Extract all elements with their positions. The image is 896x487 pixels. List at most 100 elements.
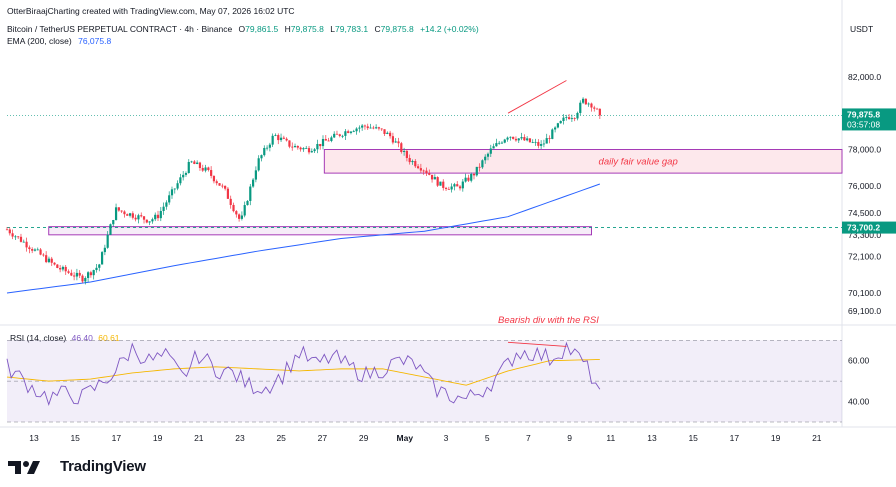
ema-legend: EMA (200, close) 76,075.8 <box>7 36 111 46</box>
candle-body <box>229 198 232 205</box>
candle-body <box>22 241 25 243</box>
candle-body <box>251 179 255 187</box>
candle-body <box>19 236 23 242</box>
rsi-line <box>6 341 601 406</box>
candle-body <box>372 127 375 129</box>
candle-body <box>520 137 523 139</box>
candle-body <box>436 177 439 186</box>
candle-body <box>81 275 84 282</box>
candle-body <box>235 211 238 215</box>
candle-body <box>433 177 436 180</box>
candle-body <box>366 126 369 129</box>
price-tick-label: 72,100.0 <box>848 252 881 262</box>
ema-label: EMA (200, close) <box>7 36 72 46</box>
candle-body <box>268 144 271 148</box>
candle-body <box>573 118 576 119</box>
candle-body <box>103 247 106 253</box>
candle-body <box>221 185 224 187</box>
candle-body <box>159 210 162 219</box>
ohlc-low: L79,783.1 <box>330 24 369 34</box>
price-tick-label: 73,300.0 <box>848 230 881 240</box>
last-price-badge <box>842 108 896 131</box>
candle-body <box>428 173 431 175</box>
candle-body <box>422 170 425 172</box>
candle-body <box>416 166 420 169</box>
candle-body <box>243 205 246 216</box>
candle-body <box>481 160 484 168</box>
candle-body <box>207 167 210 171</box>
candle-body <box>556 123 560 128</box>
time-tick-label: 27 <box>318 433 328 443</box>
candle-body <box>355 128 358 132</box>
candle-body <box>254 170 257 180</box>
candle-body <box>154 214 157 220</box>
candle-body <box>363 125 367 127</box>
candle-body <box>442 181 445 188</box>
candle-body <box>17 236 20 238</box>
candle-body <box>492 146 495 149</box>
candle-body <box>305 148 308 149</box>
candle-body <box>265 147 269 149</box>
candle-body <box>39 249 42 255</box>
price-tick-label: 76,000.0 <box>848 181 881 191</box>
candle-body <box>112 220 115 225</box>
candle-body <box>59 267 62 270</box>
candle-body <box>458 186 462 189</box>
price-trendline <box>507 80 567 114</box>
candle-body <box>349 131 353 133</box>
candle-body <box>240 215 244 219</box>
candle-body <box>584 98 587 105</box>
time-tick-label: 17 <box>730 433 740 443</box>
candle-body <box>503 139 506 143</box>
candle-body <box>11 233 14 237</box>
candle-body <box>165 202 168 207</box>
candle-body <box>42 254 45 256</box>
candle-body <box>319 143 322 147</box>
level-price-label: 73,700.2 <box>847 223 880 233</box>
candle-body <box>73 275 76 277</box>
candle-body <box>453 184 456 187</box>
candle-body <box>450 186 453 190</box>
candle-body <box>391 136 395 143</box>
candle-body <box>204 167 207 171</box>
candle-body <box>489 148 492 154</box>
time-tick-label: 29 <box>359 433 369 443</box>
time-tick-label: 3 <box>444 433 449 443</box>
rsi-tick-label: 60.00 <box>848 356 870 366</box>
candle-body <box>375 127 378 129</box>
candle-body <box>570 118 573 120</box>
candle-body <box>526 138 529 141</box>
candle-body <box>562 117 565 121</box>
candle-body <box>565 117 568 118</box>
last-price-label: 79,875.8 <box>847 109 880 119</box>
candle-body <box>598 108 601 116</box>
candle-body <box>126 214 129 216</box>
candle-body <box>291 146 294 148</box>
candle-body <box>109 224 112 235</box>
candle-body <box>302 148 305 150</box>
candle-body <box>140 215 143 217</box>
candle-body <box>36 249 39 251</box>
candle-body <box>456 184 459 187</box>
candle-body <box>506 137 509 140</box>
candle-body <box>316 143 319 150</box>
candle-body <box>307 148 311 153</box>
candle-body <box>75 272 79 277</box>
candle-body <box>411 161 414 163</box>
candle-body <box>559 120 562 124</box>
candle-body <box>285 138 288 141</box>
candle-body <box>397 141 400 144</box>
candle-body <box>369 127 372 129</box>
candle-body <box>246 200 249 206</box>
candle-body <box>257 158 260 171</box>
time-tick-label: 7 <box>526 433 531 443</box>
candle-body <box>514 138 518 141</box>
candle-body <box>148 221 151 223</box>
candle-body <box>581 98 585 103</box>
candle-body <box>56 264 59 268</box>
candle-body <box>313 149 316 152</box>
candle-body <box>517 138 520 141</box>
support-zone <box>48 226 592 236</box>
candle-body <box>156 214 160 219</box>
